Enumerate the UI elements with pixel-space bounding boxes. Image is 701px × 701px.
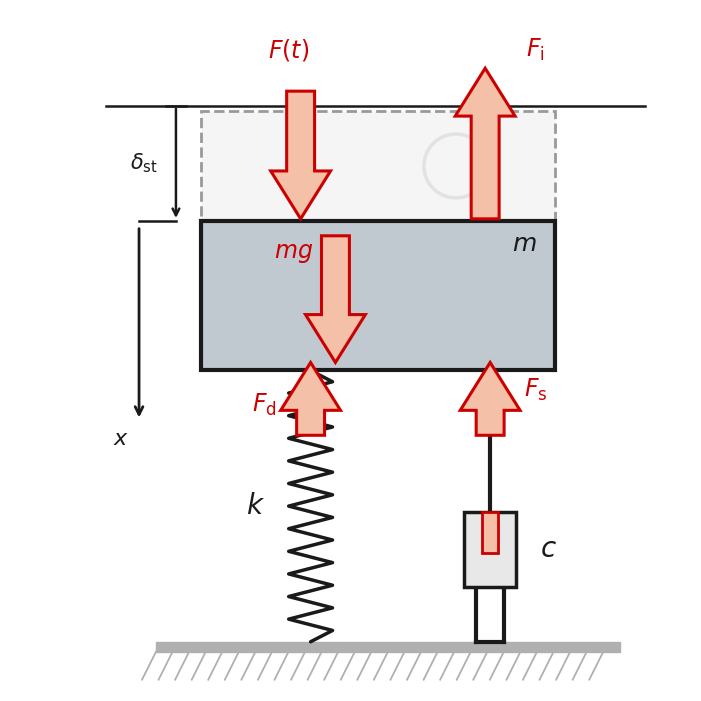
FancyArrow shape bbox=[461, 362, 520, 435]
FancyArrow shape bbox=[306, 236, 365, 362]
FancyArrow shape bbox=[455, 68, 515, 219]
Text: $x$: $x$ bbox=[113, 428, 129, 450]
Text: $mg$: $mg$ bbox=[274, 240, 313, 265]
Bar bbox=[482, 512, 498, 553]
Bar bbox=[201, 221, 555, 370]
Text: $F_\mathrm{d}$: $F_\mathrm{d}$ bbox=[252, 393, 277, 418]
Text: $k$: $k$ bbox=[246, 493, 265, 519]
Text: $F_\mathrm{s}$: $F_\mathrm{s}$ bbox=[524, 377, 547, 404]
Text: $F_\mathrm{i}$: $F_\mathrm{i}$ bbox=[526, 37, 544, 63]
Bar bbox=[464, 512, 516, 587]
Text: $c$: $c$ bbox=[540, 536, 557, 563]
FancyArrow shape bbox=[280, 362, 341, 435]
Text: $m$: $m$ bbox=[512, 233, 537, 256]
Text: $\delta_\mathrm{st}$: $\delta_\mathrm{st}$ bbox=[130, 151, 158, 175]
FancyArrow shape bbox=[271, 91, 331, 219]
FancyBboxPatch shape bbox=[201, 111, 555, 221]
Bar bbox=[156, 641, 620, 652]
Text: $F(t)$: $F(t)$ bbox=[268, 37, 309, 63]
